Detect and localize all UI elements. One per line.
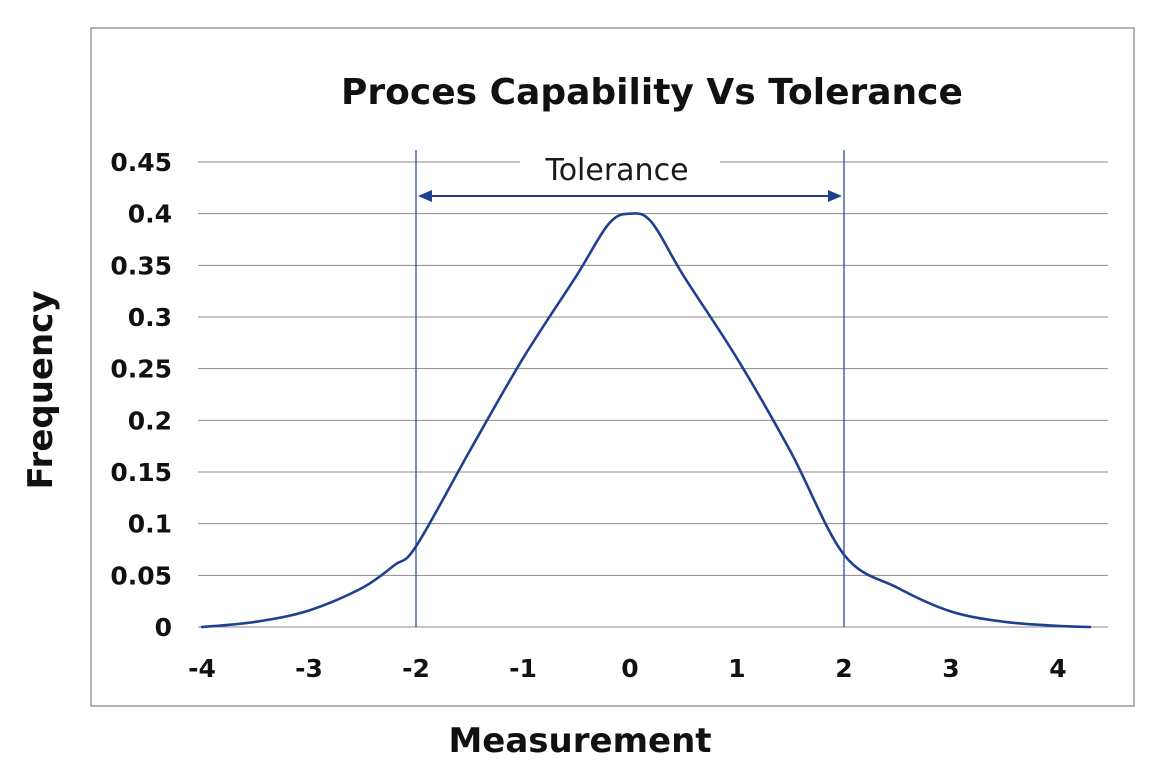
x-tick-label: -1 [509,654,537,683]
x-tick-label: 0 [621,654,638,683]
x-tick-labels: -4 -3 -2 -1 0 1 2 3 4 [188,654,1067,683]
x-tick-label: -3 [295,654,323,683]
annot-layer: Tolerance [418,148,842,202]
y-tick-labels: 0 0.05 0.1 0.15 0.2 0.25 0.3 0.35 0.4 0.45 [110,148,172,642]
y-tick-label: 0.25 [110,355,172,384]
y-tick-label: 0.1 [128,510,172,539]
y-tick-label: 0 [155,613,172,642]
tolerance-label-bg [520,148,720,184]
y-tick-label: 0.05 [110,561,172,590]
x-tick-label: -2 [402,654,430,683]
y-tick-label: 0.2 [128,406,172,435]
x-tick-label: 4 [1049,654,1066,683]
tolerance-arrow-head-left [418,190,432,202]
curve-layer [200,212,1092,629]
y-axis-title: Frequency [21,290,61,489]
y-tick-label: 0.3 [128,303,172,332]
chart-frame [90,27,1135,707]
x-tick-label: 1 [728,654,745,683]
tolerance-label: Tolerance [544,153,688,188]
y-tick-label: 0.15 [110,458,172,487]
tolerance-arrow-head-right [828,190,842,202]
x-tick-label: -4 [188,654,216,683]
y-tick-label: 0.4 [128,200,172,229]
x-tick-label: 3 [942,654,959,683]
grid-layer [198,161,1108,628]
x-axis-title: Measurement [448,721,711,761]
distribution-curve [200,212,1092,629]
chart-title: Proces Capability Vs Tolerance [341,72,963,113]
x-tick-label: 2 [835,654,852,683]
y-tick-label: 0.45 [110,148,172,177]
y-tick-label: 0.35 [110,251,172,280]
